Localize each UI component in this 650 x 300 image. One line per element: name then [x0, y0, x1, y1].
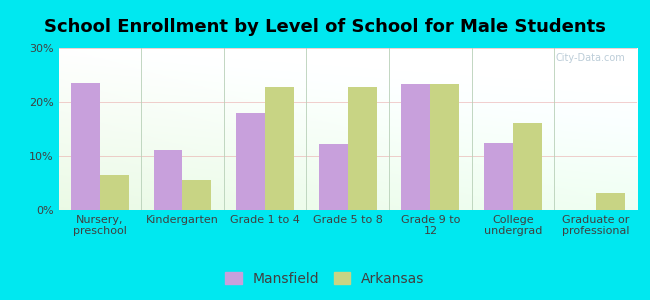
Bar [430, 84, 460, 210]
Bar [153, 149, 183, 210]
Bar [183, 180, 211, 210]
Bar [402, 84, 430, 210]
Bar [236, 113, 265, 210]
Bar [71, 83, 100, 210]
Bar [484, 142, 513, 210]
Bar [595, 193, 625, 210]
Bar [318, 144, 348, 210]
Bar [100, 175, 129, 210]
Bar [513, 122, 542, 210]
Legend: Mansfield, Arkansas: Mansfield, Arkansas [221, 268, 429, 290]
Text: City-Data.com: City-Data.com [556, 53, 625, 63]
Bar [265, 87, 294, 210]
Bar [348, 87, 377, 210]
Text: School Enrollment by Level of School for Male Students: School Enrollment by Level of School for… [44, 18, 606, 36]
